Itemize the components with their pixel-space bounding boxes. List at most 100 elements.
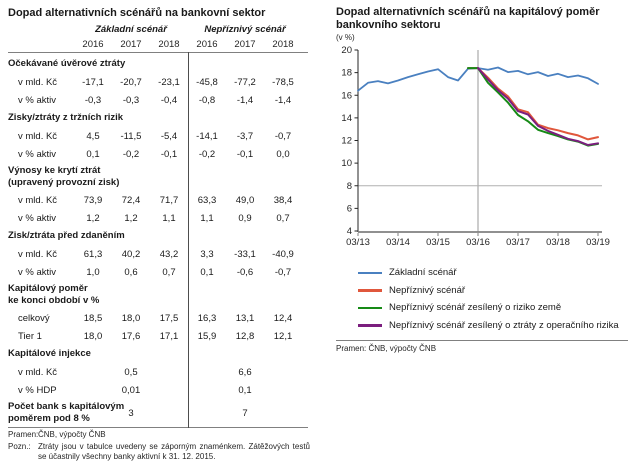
table-row: v % aktiv 1,2 1,2 1,1 1,1 0,9 0,7 — [8, 209, 310, 227]
table-section-row: Zisky/ztráty z tržních rizik — [8, 109, 310, 127]
table-section-label: Kapitálové injekce — [8, 348, 91, 359]
table-cell: 1,1 — [162, 212, 176, 224]
table-cell: 1,2 — [124, 212, 138, 224]
table-cell: 17,1 — [159, 330, 179, 342]
table-cell: -0,7 — [274, 130, 292, 142]
table-cell: -33,1 — [234, 248, 256, 260]
table-cell: 73,9 — [83, 194, 103, 206]
table-year-header-row: 2016 2017 2018 2016 2017 2018 — [8, 37, 310, 52]
table-cell: -1,4 — [236, 94, 254, 106]
x-tick-label: 03/15 — [426, 237, 450, 248]
table-cell: -78,5 — [272, 76, 294, 88]
table-cell: 71,7 — [159, 194, 179, 206]
table-cell: 40,2 — [121, 248, 141, 260]
table-note-text: Ztráty jsou v tabulce uvedeny se záporný… — [38, 442, 310, 461]
table-section-row: Kapitálový poměr ke konci období v % — [8, 281, 310, 309]
table-cell: -14,1 — [196, 130, 218, 142]
year-header: 2016 — [82, 39, 104, 50]
table-section-label: Zisk/ztráta před zdaněním — [8, 230, 125, 241]
table-cell: -40,9 — [272, 248, 294, 260]
table-top-rule — [8, 52, 308, 53]
table-row: v mld. Kč 0,5 6,6 — [8, 363, 310, 381]
table-row-label: v % aktiv — [18, 94, 57, 106]
table-cell: -11,5 — [120, 130, 142, 142]
table-cell: -23,1 — [158, 76, 180, 88]
table-bottom-rule — [8, 427, 308, 428]
year-header: 2017 — [120, 39, 142, 50]
table-section-row: Počet bank s kapitálovým poměrem pod 8 %… — [8, 399, 310, 427]
table-cell: -5,4 — [160, 130, 178, 142]
table-cell: 0,7 — [162, 266, 176, 278]
chart-unit-label: (v %) — [336, 33, 355, 42]
legend-item: Základní scénář — [358, 264, 634, 282]
table-group-header-row: Základní scénář Nepříznivý scénář — [8, 22, 310, 37]
legend-item: Nepříznivý scénář zesílený o ztráty z op… — [358, 317, 634, 335]
x-tick-label: 03/16 — [466, 237, 490, 248]
legend-label: Nepříznivý scénář — [389, 284, 466, 296]
table-cell: -0,8 — [198, 94, 216, 106]
table-cell: -17,1 — [82, 76, 104, 88]
table-cell: 18,0 — [121, 312, 141, 324]
table-cell: 1,0 — [86, 266, 100, 278]
column-group-baseline-scenario: Základní scénář — [95, 24, 167, 35]
table-cell: -1,4 — [274, 94, 292, 106]
table-cell: 38,4 — [273, 194, 293, 206]
table-section-label: Výnosy ke krytí ztrát (upravený provozní… — [8, 165, 120, 188]
table-row-label: v % HDP — [18, 384, 57, 396]
table-cell: -0,3 — [122, 94, 140, 106]
table-cell: -0,1 — [236, 148, 254, 160]
table-cell: 0,1 — [200, 266, 214, 278]
table-body: Očekávané úvěrové ztráty v mld. Kč -17,1 -2… — [8, 53, 310, 427]
x-tick-label: 03/13 — [346, 237, 370, 248]
capital-ratio-line-chart: 4 6 8 10 12 14 16 18 20 03/13 03/14 03/15 03/16 03/17… — [341, 45, 610, 248]
table-cell: 0,9 — [238, 212, 252, 224]
table-row-label: Tier 1 — [18, 330, 42, 342]
table-note-label: Pozn.: — [8, 442, 31, 451]
x-tick-label: 03/19 — [586, 237, 610, 248]
table-row: v mld. Kč 73,9 72,4 71,7 63,3 49,0 38,4 — [8, 191, 310, 209]
table-row-label: celkový — [18, 312, 50, 324]
legend-item: Nepříznivý scénář zesílený o riziko země — [358, 299, 634, 317]
y-tick-label: 12 — [341, 136, 352, 147]
table-cell: 43,2 — [159, 248, 179, 260]
chart-bottom-rule — [336, 340, 628, 341]
y-tick-label: 6 — [347, 203, 352, 214]
table-row: v mld. Kč 4,5 -11,5 -5,4 -14,1 -3,7 -0,7 — [8, 127, 310, 145]
table-cell: -20,7 — [120, 76, 142, 88]
table-row: v mld. Kč -17,1 -20,7 -23,1 -45,8 -77,2 -78,5 — [8, 73, 310, 91]
y-tick-label: 18 — [341, 68, 352, 79]
x-tick-label: 03/14 — [386, 237, 410, 248]
table-cell: -0,2 — [198, 148, 216, 160]
table-cell: 4,5 — [86, 130, 100, 142]
table-section-row: Očekávané úvěrové ztráty — [8, 55, 310, 73]
table-source-row: Pramen: ČNB, výpočty ČNB — [8, 430, 310, 440]
table-row-label: v % aktiv — [18, 148, 57, 160]
table-section-row: Zisk/ztráta před zdaněním — [8, 227, 310, 245]
table-cell: -3,7 — [236, 130, 254, 142]
y-tick-label: 4 — [347, 226, 352, 237]
chart-source: Pramen: ČNB, výpočty ČNB — [336, 344, 437, 353]
chart-title: Dopad alternativních scénářů na kapitálo… — [336, 6, 600, 31]
table-row: v % aktiv -0,3 -0,3 -0,4 -0,8 -1,4 -1,4 — [8, 91, 310, 109]
table-cell: 72,4 — [121, 194, 141, 206]
table-cell: 3,3 — [200, 248, 214, 260]
table-cell: 17,5 — [159, 312, 179, 324]
series-line-3 — [477, 67, 599, 146]
table-cell: 18,0 — [83, 330, 103, 342]
table-title: Dopad alternativních scénářů na bankovní… — [8, 7, 266, 19]
table-row-label: v mld. Kč — [18, 248, 58, 260]
table-cell: 0,1 — [238, 384, 252, 396]
table-cell: 12,4 — [273, 312, 293, 324]
table-cell: 63,3 — [197, 194, 217, 206]
table-cell: 0,1 — [86, 148, 100, 160]
table-note-row: Pozn.: Ztráty jsou v tabulce uvedeny se … — [8, 442, 310, 462]
table-source-text: ČNB, výpočty ČNB — [38, 430, 106, 439]
y-tick-label: 14 — [341, 113, 352, 124]
table-cell: -0,3 — [84, 94, 102, 106]
table-row-label: v mld. Kč — [18, 194, 58, 206]
capital-ratio-chart-panel: Dopad alternativních scénářů na kapitálo… — [336, 6, 634, 353]
table-cell: -0,7 — [274, 266, 292, 278]
table-cell: 13,1 — [235, 312, 255, 324]
table-section-label: Počet bank s kapitálovým poměrem pod 8 % — [8, 401, 125, 424]
table-cell: 12,8 — [235, 330, 255, 342]
